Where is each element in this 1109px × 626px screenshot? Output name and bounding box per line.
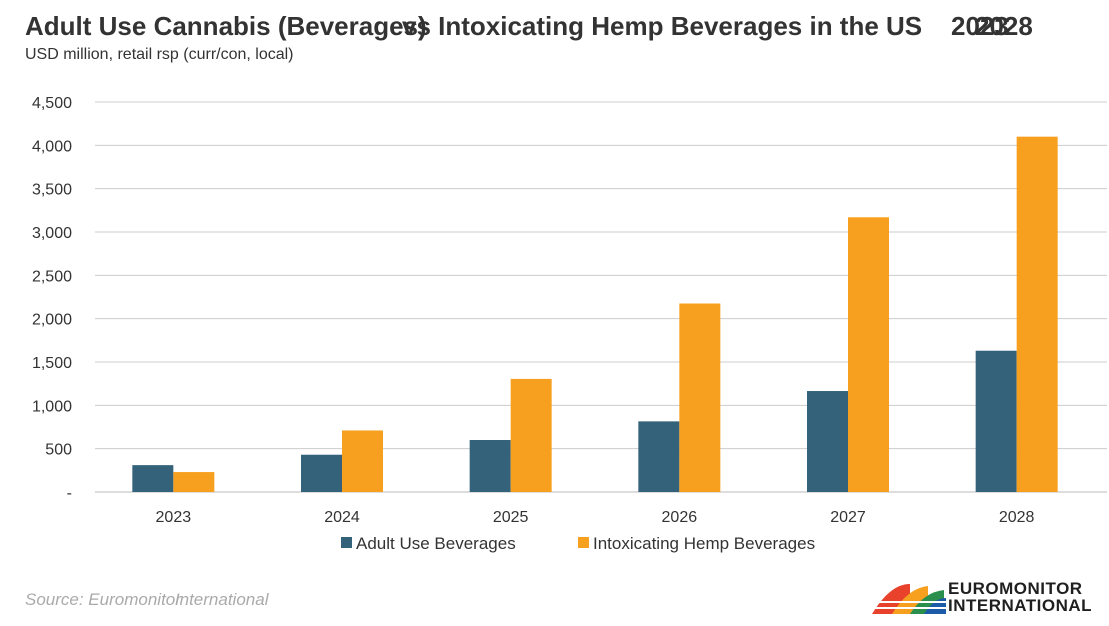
- y-tick-label: 500: [45, 442, 72, 459]
- x-tick-label: 2028: [999, 509, 1035, 526]
- chart-subtitle: USD million, retail rsp (curr/con, local…: [25, 46, 294, 63]
- y-tick-label: 2,000: [32, 312, 72, 329]
- bar: [1016, 136, 1058, 492]
- bar: [638, 421, 680, 492]
- euromonitor-logo: EUROMONITOR INTERNATIONAL: [870, 578, 1100, 618]
- legend-swatch: [341, 537, 352, 548]
- source-note: Source: EuromonitorInternational: [25, 590, 268, 610]
- bar: [807, 391, 848, 492]
- x-tick-label: 2027: [830, 509, 866, 526]
- x-tick-label: 2024: [324, 509, 360, 526]
- y-tick-label: 3,000: [32, 225, 72, 242]
- logo-mark-icon: [870, 584, 946, 614]
- bar: [342, 430, 383, 492]
- legend-label: Adult Use Beverages: [356, 534, 516, 553]
- title-part-start-year: 2023: [951, 11, 1009, 41]
- bar: [301, 454, 342, 492]
- logo-line-1: EUROMONITOR: [948, 579, 1083, 598]
- bar: [975, 350, 1017, 492]
- y-tick-label: 4,000: [32, 138, 72, 155]
- y-tick-label: 1,000: [32, 398, 72, 415]
- legend-label: Intoxicating Hemp Beverages: [593, 534, 815, 553]
- y-tick-label: 2,500: [32, 268, 72, 285]
- title-part-end-year: 2028: [975, 11, 1033, 41]
- legend-swatch: [578, 537, 589, 548]
- y-tick-label: 3,500: [32, 182, 72, 199]
- x-tick-label: 2026: [662, 509, 698, 526]
- bar: [510, 378, 552, 492]
- bar: [679, 303, 721, 492]
- y-tick-label: 1,500: [32, 355, 72, 372]
- title-part-main: Adult Use Cannabis (Beverages): [25, 11, 427, 41]
- y-tick-label: 4,500: [32, 95, 72, 112]
- logo-line-2: INTERNATIONAL: [948, 596, 1093, 615]
- bar: [132, 465, 174, 492]
- bar: [173, 472, 215, 492]
- chart-title: Adult Use Cannabis (Beverages) vs Intoxi…: [25, 6, 1105, 46]
- source-label: Source: Euromonitor: [25, 590, 181, 609]
- title-part-comparison: vs Intoxicating Hemp Beverages in the US: [402, 11, 923, 41]
- bar: [469, 440, 511, 492]
- x-tick-label: 2023: [156, 509, 192, 526]
- y-tick-label: -: [67, 485, 72, 502]
- bar: [848, 217, 889, 492]
- source-publisher: International: [174, 590, 269, 609]
- x-tick-label: 2025: [493, 509, 529, 526]
- bar-chart: - 500 1,000 1,500 2,000 2,500 3,000 3,500 4,000 4…: [32, 95, 1107, 553]
